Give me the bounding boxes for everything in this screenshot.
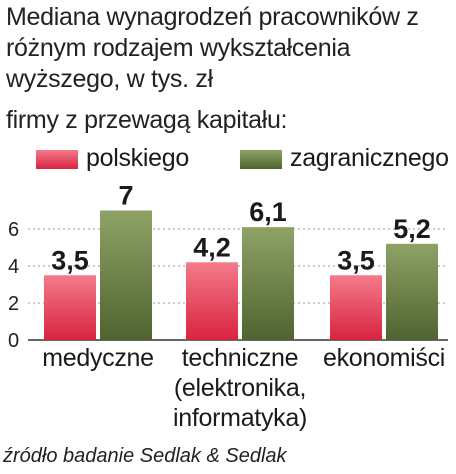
data-label-polskiego-1: 4,2 [193,232,231,262]
legend-swatch-polskiego [36,150,78,169]
chart-source: źródło badanie Sedlak & Sedlak [3,445,287,467]
category-label: medyczne [42,344,154,372]
y-tick-label: 6 [8,219,19,241]
legend-label-zagranicznego: zagranicznego [290,144,449,172]
category-label: techniczne [182,344,299,372]
data-label-zagranicznego-0: 7 [118,181,133,211]
bar-polskiego-0 [44,275,96,340]
data-label-zagranicznego-2: 5,2 [393,214,431,244]
bar-zagranicznego-0 [100,210,152,340]
legend-label-polskiego: polskiego [86,144,189,172]
y-tick-label: 2 [8,293,19,315]
category-label: (elektronika, [174,374,306,402]
y-tick-label: 4 [8,256,19,278]
data-label-polskiego-2: 3,5 [337,245,375,275]
y-tick-label: 0 [8,330,19,352]
bar-polskiego-1 [186,262,238,340]
data-label-zagranicznego-1: 6,1 [249,197,287,227]
legend-swatch-zagranicznego [240,150,282,169]
chart-title: Mediana wynagrodzeń pracowników z różnym… [6,3,419,93]
data-label-polskiego-0: 3,5 [51,245,89,275]
bar-polskiego-2 [330,275,382,340]
bar-zagranicznego-1 [242,227,294,340]
category-label: ekonomiści [323,344,445,372]
category-label: informatyka) [173,404,307,432]
bar-zagranicznego-2 [386,243,438,340]
chart-subtitle: firmy z przewagą kapitału: [6,106,288,134]
